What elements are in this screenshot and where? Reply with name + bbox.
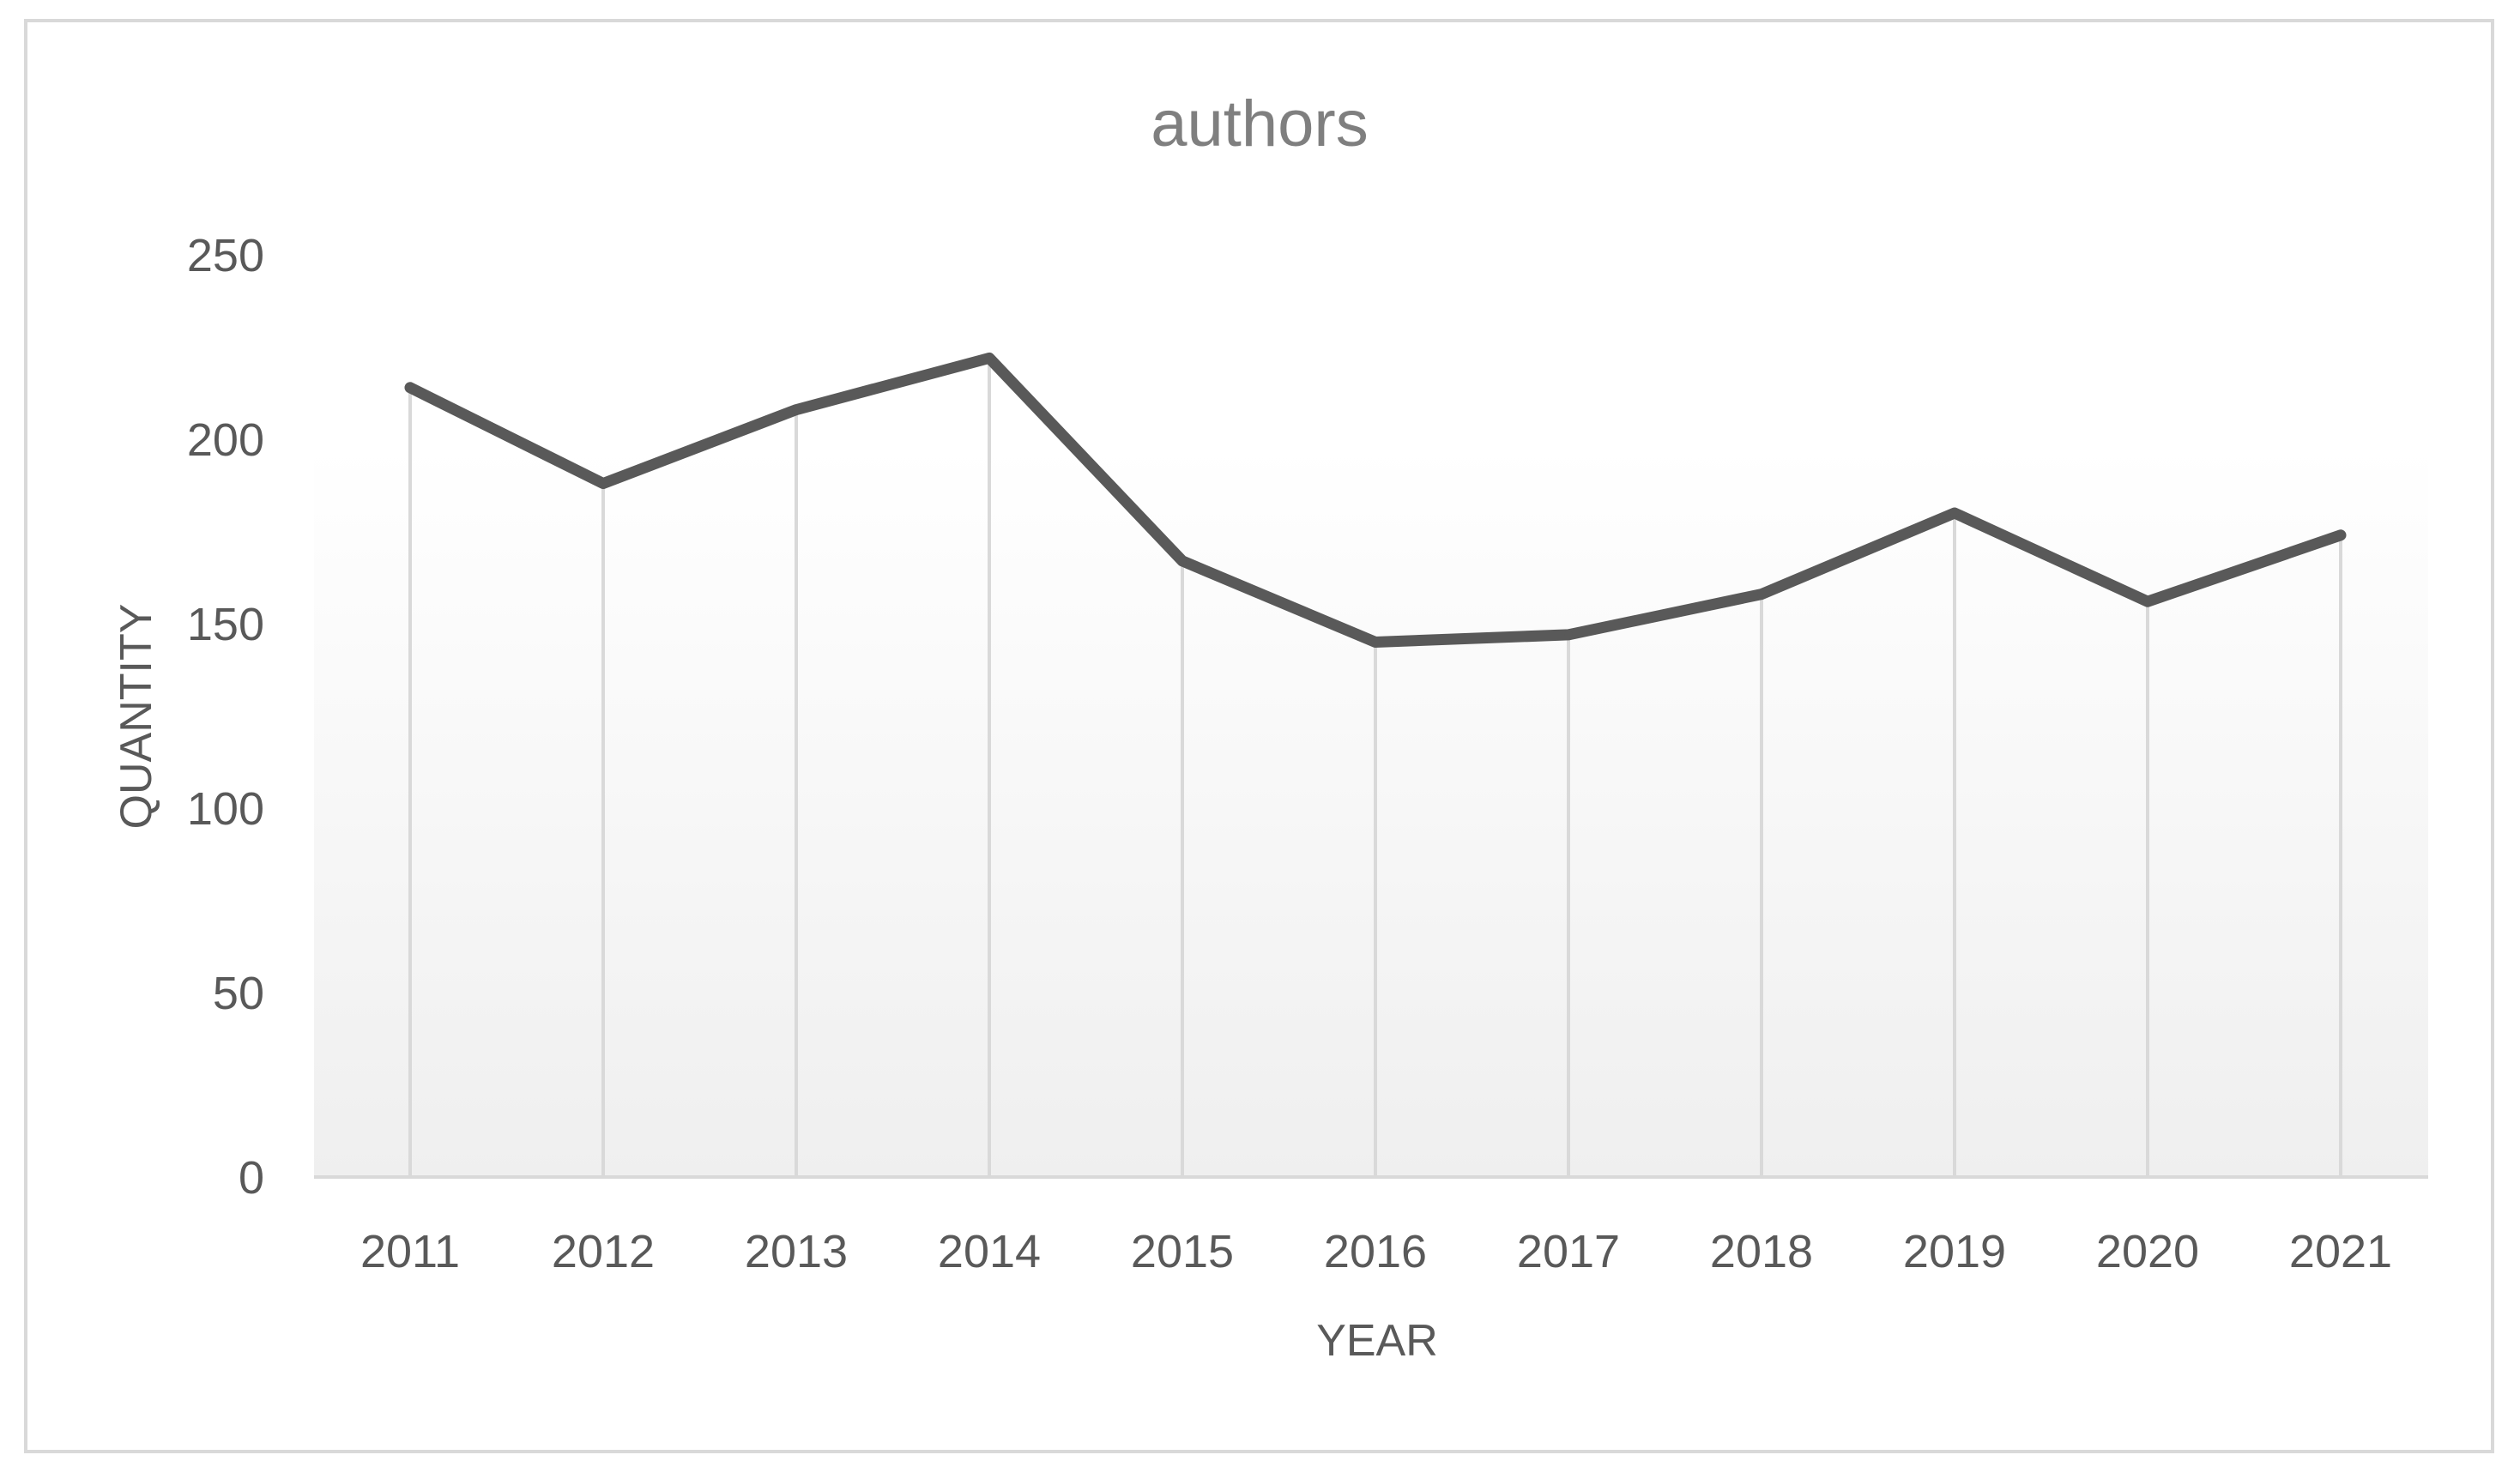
y-axis-title: QUANTITY <box>112 604 161 830</box>
x-tick-label: 2016 <box>1324 1226 1427 1277</box>
data-point <box>1564 630 1573 639</box>
x-axis-title: YEAR <box>1316 1316 1438 1366</box>
plot-area <box>314 446 2428 1177</box>
chart-title: authors <box>1151 88 1369 160</box>
data-point <box>1950 509 1959 517</box>
data-point <box>599 479 607 488</box>
x-tick-label: 2018 <box>1710 1226 1813 1277</box>
y-tick-label: 250 <box>187 230 264 281</box>
x-axis-ticks: 2011 2012 2013 2014 2015 2016 2017 2018 2019 2020… <box>360 1226 2392 1277</box>
x-tick-label: 2011 <box>360 1226 460 1277</box>
x-tick-label: 2015 <box>1131 1226 1234 1277</box>
data-point <box>1757 589 1766 599</box>
y-tick-label: 50 <box>213 968 264 1019</box>
x-tick-label: 2020 <box>2096 1226 2199 1277</box>
data-point <box>406 383 414 392</box>
x-tick-label: 2013 <box>745 1226 848 1277</box>
data-point <box>1178 556 1187 565</box>
x-tick-label: 2014 <box>938 1226 1041 1277</box>
x-tick-label: 2021 <box>2289 1226 2392 1277</box>
x-tick-label: 2012 <box>552 1226 655 1277</box>
data-point <box>1371 637 1380 647</box>
x-tick-label: 2019 <box>1903 1226 2006 1277</box>
data-point <box>2336 530 2345 540</box>
y-tick-label: 100 <box>187 783 264 835</box>
y-axis-ticks: 0 50 100 150 200 250 <box>187 230 264 1204</box>
y-tick-label: 0 <box>239 1152 264 1204</box>
data-point <box>2143 597 2152 607</box>
x-tick-label: 2017 <box>1517 1226 1620 1277</box>
data-point <box>792 405 801 414</box>
drop-lines <box>408 358 2342 1177</box>
data-point <box>985 353 994 363</box>
y-tick-label: 150 <box>187 599 264 650</box>
y-tick-label: 200 <box>187 414 264 466</box>
series-group <box>404 352 2347 648</box>
